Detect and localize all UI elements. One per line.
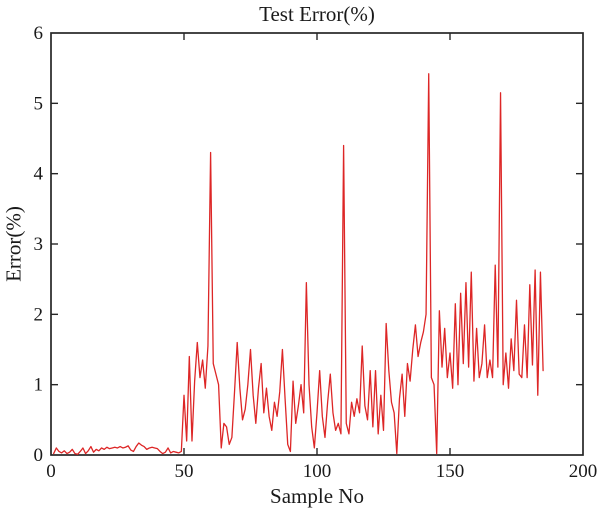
y-tick-label: 6 xyxy=(34,23,44,44)
y-tick-label: 4 xyxy=(34,164,44,185)
y-tick-label: 2 xyxy=(34,304,44,325)
x-tick-labels: 0 50 100 150 200 xyxy=(46,461,597,482)
y-tick-label: 1 xyxy=(34,375,44,396)
error-line-series xyxy=(53,73,544,455)
y-tick-label: 3 xyxy=(34,234,44,255)
x-tick-label: 200 xyxy=(569,461,598,482)
chart-title: Test Error(%) xyxy=(259,2,375,26)
x-tick-label: 100 xyxy=(303,461,332,482)
x-tick-label: 150 xyxy=(436,461,465,482)
x-axis-label: Sample No xyxy=(270,484,364,508)
plot-area-border xyxy=(50,32,584,456)
x-tick-label: 50 xyxy=(175,461,194,482)
y-tick-label: 0 xyxy=(34,445,44,466)
tick-marks xyxy=(51,33,583,455)
y-tick-label: 5 xyxy=(34,93,44,114)
x-tick-label: 0 xyxy=(46,461,56,482)
y-tick-labels: 0 1 2 3 4 5 6 xyxy=(34,23,44,466)
